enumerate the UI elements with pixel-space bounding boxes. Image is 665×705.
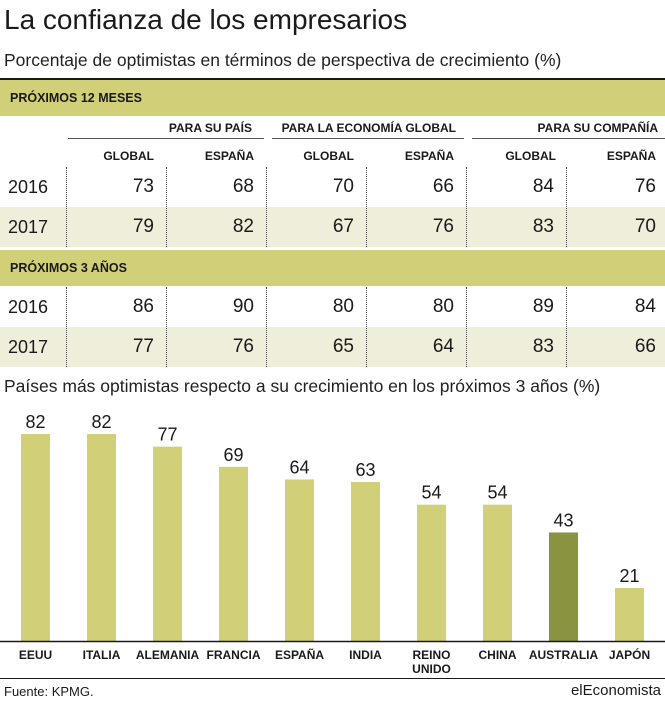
source-note: Fuente: KPMG. [4,684,94,699]
bar-value-label: 43 [553,510,573,530]
section-header-3-anos: PRÓXIMOS 3 AÑOS [0,250,665,286]
table-cell: 67 [332,216,354,237]
table-row: 2017 79 82 67 76 83 70 [0,207,665,247]
table-cell: 64 [432,336,454,357]
column-separator [466,167,467,247]
category-label: ALEMANIA [136,648,200,662]
chart-title: Países más optimistas respecto a su crec… [4,376,601,396]
table-cell: 86 [132,296,154,317]
row-year: 2016 [8,177,49,197]
bar-value-label: 54 [487,483,507,503]
bar-value-label: 69 [223,445,243,465]
row-year: 2017 [8,337,49,357]
bar [87,434,116,641]
table-cell: 66 [634,336,656,357]
category-label: REINO [412,648,450,662]
group-rule [272,138,464,139]
bar [153,446,182,641]
column-separator [466,287,467,367]
column-header: ESPAÑA [204,149,254,163]
bar [549,532,578,641]
group-header-economia-global: PARA LA ECONOMÍA GLOBAL [281,121,456,135]
bar-value-label: 54 [421,483,441,503]
table-cell: 76 [634,176,656,197]
table-cell: 83 [532,216,554,237]
footer-rule [0,678,665,679]
page-subtitle: Porcentaje de optimistas en términos de … [4,50,562,70]
table-cell: 90 [232,296,254,317]
table-cell: 79 [132,216,154,237]
table-row: 2017 77 76 65 64 83 66 [0,327,665,367]
table-cell: 82 [232,216,254,237]
table-cell: 76 [232,336,254,357]
table-cell: 66 [432,176,454,197]
bar [351,481,380,641]
page-title: La confianza de los empresarios [4,4,408,35]
category-label: FRANCIA [207,648,261,662]
category-label: ESPAÑA [275,647,324,662]
bar [21,434,50,641]
column-header: GLOBAL [303,149,354,163]
table-cell: 83 [532,336,554,357]
table-cell: 68 [232,176,254,197]
column-header: GLOBAL [505,149,556,163]
group-rule [68,138,264,139]
bar-value-label: 82 [25,412,45,432]
bar-chart: 82 EEUU 82 ITALIA 77 ALEMANIA 69 FRANCIA 64 ESPAÑ… [0,412,665,676]
table-cell: 65 [332,336,354,357]
category-label: UNIDO [412,662,451,676]
brand-logo: elEconomista [570,682,661,699]
table-cell: 76 [432,216,454,237]
section-header-12-meses: PRÓXIMOS 12 MESES [0,80,665,116]
bar [417,504,446,641]
category-label: EEUU [19,648,52,662]
bar [615,587,644,641]
table-cell: 77 [132,336,154,357]
bar-value-label: 21 [619,566,639,586]
column-separator [566,167,567,247]
table-cell: 84 [532,176,554,197]
table-cell: 80 [332,296,354,317]
column-separator [66,287,67,367]
table-cell: 73 [132,176,154,197]
category-label: ITALIA [83,648,121,662]
table-cell: 70 [332,176,354,197]
column-header: GLOBAL [103,149,154,163]
bar-value-label: 64 [289,457,309,477]
bar [483,504,512,641]
table-top-rule [0,78,665,80]
bar [219,466,248,641]
group-rule [472,138,665,139]
column-header: ESPAÑA [404,149,454,163]
column-separator [166,287,167,367]
column-separator [66,167,67,247]
group-header-compania: PARA SU COMPAÑÍA [537,121,658,135]
row-year: 2017 [8,217,49,237]
column-separator [266,167,267,247]
column-separator [166,167,167,247]
table-cell: 80 [432,296,454,317]
table-row: 2016 73 68 70 66 84 76 [0,167,665,207]
column-header: ESPAÑA [606,149,656,163]
bar-value-label: 82 [91,412,111,432]
column-separator [266,287,267,367]
table-cell: 70 [634,216,656,237]
table-row: 2016 86 90 80 80 89 84 [0,287,665,327]
group-header-pais: PARA SU PAÍS [168,121,252,135]
bar-value-label: 63 [355,460,375,480]
category-label: JAPÓN [609,647,650,662]
category-label: INDIA [349,648,382,662]
column-separator [366,167,367,247]
bar [285,479,314,641]
bar-value-label: 77 [157,425,177,445]
column-separator [566,287,567,367]
category-label: AUSTRALIA [529,648,599,662]
table-cell: 89 [532,296,554,317]
row-year: 2016 [8,297,49,317]
table-cell: 84 [634,296,656,317]
category-label: CHINA [479,648,517,662]
column-separator [366,287,367,367]
